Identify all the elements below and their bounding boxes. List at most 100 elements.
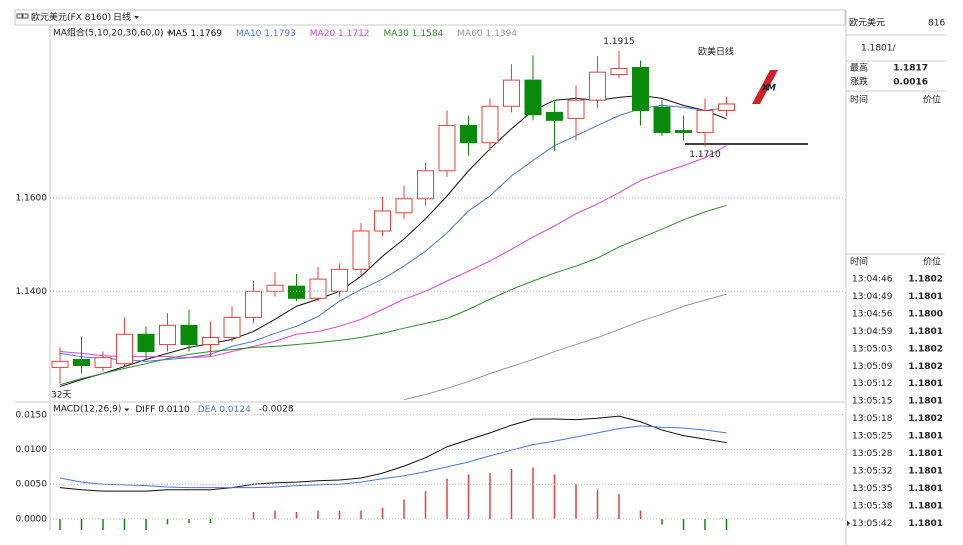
stat-value: 0.0016 bbox=[893, 78, 928, 88]
ma-line bbox=[59, 145, 727, 359]
candle-body bbox=[266, 284, 284, 292]
tick-price: 1.1801 bbox=[908, 449, 943, 459]
ma-line bbox=[59, 104, 727, 362]
legend-name: MA10 bbox=[236, 29, 262, 39]
macd-line bbox=[59, 415, 727, 492]
candle-body bbox=[503, 79, 520, 107]
candle-body bbox=[438, 124, 456, 172]
legend-value: 1.1769 bbox=[191, 29, 223, 39]
tick-price: 1.1801 bbox=[908, 397, 943, 407]
indicator-label: MA组合(5,10,20,30,60,0) bbox=[53, 27, 164, 39]
legend-value: 1.1712 bbox=[338, 29, 370, 39]
legend-name: DIFF bbox=[135, 405, 155, 415]
icon bbox=[22, 13, 29, 19]
tick-price: 1.1801 bbox=[908, 519, 943, 529]
candle-body bbox=[180, 324, 198, 346]
legend-value: 1.1793 bbox=[264, 29, 296, 39]
candle-body bbox=[653, 106, 671, 133]
candle-body bbox=[546, 111, 563, 121]
tick-time: 13:05:28 bbox=[852, 449, 893, 459]
candle-body bbox=[460, 124, 477, 144]
tick-time: 13:04:49 bbox=[852, 292, 893, 302]
candle-body bbox=[374, 210, 391, 232]
candle-body bbox=[51, 360, 69, 368]
candle-body bbox=[696, 109, 714, 133]
tick-price: 1.1801 bbox=[908, 432, 943, 442]
legend-value: 0.0110 bbox=[158, 405, 190, 415]
macd-line bbox=[59, 425, 727, 489]
tick-time: 13:05:35 bbox=[852, 484, 892, 494]
stat-label: 最高 bbox=[850, 62, 868, 74]
annotation: 1.1710 bbox=[689, 150, 721, 160]
candle-body bbox=[632, 67, 649, 111]
bars-label: 32天 bbox=[51, 391, 71, 401]
tick-time: 13:05:12 bbox=[852, 379, 892, 389]
tick-time: 13:05:18 bbox=[852, 414, 893, 424]
legend-value: 1.1584 bbox=[412, 29, 444, 39]
legend-entry: MA30 1.1584 bbox=[384, 29, 444, 39]
candle-body bbox=[395, 198, 413, 214]
tick-price: 1.1802 bbox=[908, 275, 943, 285]
legend-name: DEA bbox=[198, 405, 218, 415]
ma-line bbox=[59, 95, 727, 388]
instrument-name: 欧元美元 bbox=[849, 17, 885, 29]
y-tick-label: 0.0050 bbox=[16, 480, 48, 490]
logo: XM bbox=[761, 84, 776, 94]
caption: 欧美日线 bbox=[698, 46, 734, 58]
tick-price: 1.1800 bbox=[908, 309, 943, 319]
legend-name: MA5 bbox=[168, 29, 188, 39]
candle-body bbox=[718, 103, 735, 111]
candle-body bbox=[94, 357, 112, 368]
candle-body bbox=[610, 67, 628, 76]
tick-price: 1.1801 bbox=[908, 484, 943, 494]
macd-title: MACD(12,26,9) bbox=[53, 405, 121, 415]
logo-slash bbox=[752, 70, 778, 104]
candle-body bbox=[288, 285, 305, 299]
tick-price: 1.1801 bbox=[908, 501, 943, 511]
y-tick-label: 0.0000 bbox=[16, 514, 48, 524]
tick-time: 13:05:15 bbox=[852, 397, 892, 407]
column-header: 时间 bbox=[850, 94, 868, 106]
last-price: 1.1801/ bbox=[861, 44, 896, 54]
tick-time: 13:05:42 bbox=[852, 519, 892, 529]
candle-body bbox=[116, 333, 133, 365]
row-marker bbox=[847, 520, 850, 527]
candle-body bbox=[309, 278, 327, 299]
candle-body bbox=[137, 333, 155, 353]
legend-entry: MA5 1.1769 bbox=[168, 29, 222, 39]
dropdown-caret bbox=[134, 16, 140, 19]
macd-plot bbox=[59, 415, 728, 530]
candle-body bbox=[589, 71, 606, 101]
legend-entry: DIFF 0.0110 bbox=[135, 405, 190, 415]
legend-value: 0.0124 bbox=[219, 405, 251, 415]
y-tick-label: 1.1600 bbox=[16, 193, 48, 203]
tick-time: 13:04:46 bbox=[852, 275, 893, 285]
tick-price: 1.1801 bbox=[908, 292, 943, 302]
legend-name: MA60 bbox=[457, 29, 483, 39]
tick-price: 1.1801 bbox=[908, 379, 943, 389]
column-header: 价位 bbox=[923, 256, 941, 268]
chart-title: 欧元美元(FX 8160) bbox=[31, 11, 111, 23]
tick-time: 13:05:38 bbox=[852, 501, 893, 511]
annotation: 1.1915 bbox=[603, 37, 635, 47]
candle-body bbox=[675, 130, 692, 133]
period-selector[interactable]: 日线 bbox=[113, 11, 131, 23]
legend-entry: MA10 1.1793 bbox=[236, 29, 296, 39]
tick-time: 13:05:09 bbox=[852, 362, 893, 372]
tick-time: 13:05:32 bbox=[852, 466, 892, 476]
tick-time: 13:04:56 bbox=[852, 309, 893, 319]
candle-body bbox=[352, 230, 370, 270]
icon bbox=[16, 13, 23, 19]
column-header: 价位 bbox=[923, 94, 941, 106]
tick-time: 13:05:03 bbox=[852, 344, 892, 354]
legend-entry: MA20 1.1712 bbox=[310, 29, 370, 39]
legend-value: 1.1394 bbox=[486, 29, 518, 39]
dropdown-caret bbox=[124, 408, 130, 412]
candle-body bbox=[331, 268, 348, 292]
candle-body bbox=[159, 324, 176, 346]
y-tick-label: 0.0100 bbox=[16, 445, 48, 455]
tick-price: 1.1802 bbox=[908, 414, 943, 424]
candle-body bbox=[481, 105, 499, 144]
